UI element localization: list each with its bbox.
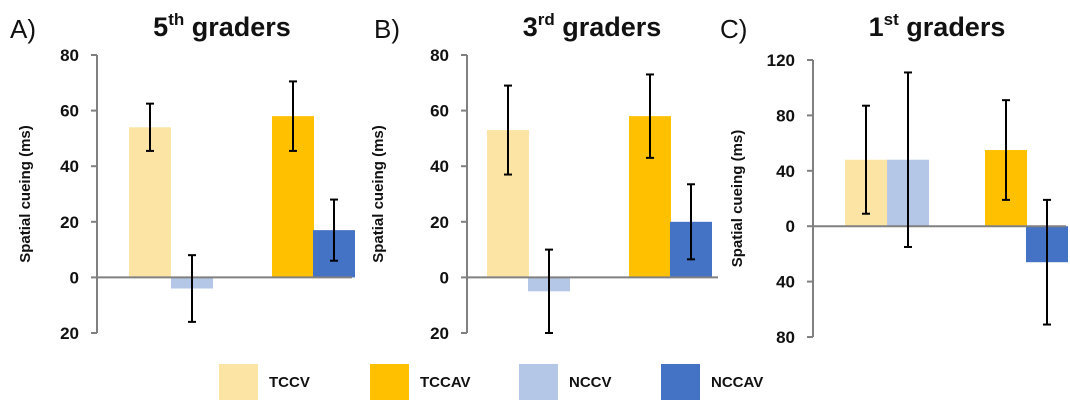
y-tick-label: 80 <box>776 106 795 125</box>
panel-title: 5th graders <box>153 10 291 42</box>
y-tick-label: 40 <box>776 273 795 292</box>
y-tick-label: 20 <box>60 324 79 343</box>
error-bar-tccv <box>504 84 512 176</box>
y-tick-label: 40 <box>776 162 795 181</box>
title-suffix: rd <box>538 10 555 29</box>
error-bar-tccv <box>146 102 154 152</box>
y-tick-label: 60 <box>430 102 449 121</box>
legend: TCCV TCCAV NCCV NCCAV <box>219 364 763 400</box>
title-text: graders <box>184 12 291 42</box>
error-bar-tccav <box>646 73 654 159</box>
panel-title: 1st graders <box>869 10 1006 42</box>
title-text: graders <box>555 12 662 42</box>
y-tick-label: 20 <box>430 213 449 232</box>
title-suffix: th <box>168 10 184 29</box>
y-tick-label: 60 <box>60 102 79 121</box>
title-number: 3 <box>523 12 538 42</box>
panel-letter: B) <box>374 14 400 44</box>
title-suffix: st <box>884 10 899 29</box>
error-bar-nccv <box>188 254 196 323</box>
error-bar-nccav <box>687 183 695 261</box>
legend-swatch <box>661 364 700 400</box>
legend-item-nccav: NCCAV <box>661 364 763 400</box>
y-tick-label: 80 <box>430 46 449 65</box>
y-tick-label: 0 <box>440 268 449 287</box>
bar-tccv <box>129 127 171 278</box>
title-number: 1 <box>869 12 884 42</box>
y-tick-label: 20 <box>430 324 449 343</box>
error-bar-nccv <box>545 248 553 334</box>
y-axis-label: Spatial cueing (ms) <box>370 125 387 263</box>
y-tick-label: 80 <box>776 328 795 347</box>
panels: A) 5th graders 80 60 40 20 0 20 Spatial cueing (… <box>10 10 1068 347</box>
legend-swatch <box>370 364 409 400</box>
error-bar-nccav <box>1043 198 1051 326</box>
chart-panel-b: B) 3rd graders 80 60 40 20 0 20 Spatial cueing (… <box>370 10 718 343</box>
legend-swatch <box>219 364 258 400</box>
legend-label: NCCV <box>569 374 612 391</box>
panel-title: 3rd graders <box>523 10 662 42</box>
y-tick-label: 120 <box>767 51 795 70</box>
y-axis-label: Spatial cueing (ms) <box>729 130 746 268</box>
legend-item-tccv: TCCV <box>219 364 310 400</box>
error-bar-tccv <box>862 104 870 215</box>
y-tick-label: 0 <box>70 268 79 287</box>
title-text: graders <box>899 12 1006 42</box>
legend-item-tccav: TCCAV <box>370 364 471 400</box>
y-tick-label: 20 <box>60 213 79 232</box>
error-bar-nccav <box>330 198 338 262</box>
chart-panel-c: C) 1st graders 120 80 40 0 40 80 Spatial cueing … <box>720 10 1068 347</box>
legend-swatch <box>519 364 558 400</box>
panel-letter: C) <box>720 14 747 44</box>
y-tick-label: 80 <box>60 46 79 65</box>
legend-label: TCCAV <box>420 374 471 391</box>
panel-letter: A) <box>10 14 36 44</box>
y-tick-label: 0 <box>786 217 795 236</box>
title-number: 5 <box>153 12 168 42</box>
y-axis-label: Spatial cueing (ms) <box>17 125 34 263</box>
legend-label: NCCAV <box>711 374 763 391</box>
error-bar-tccav <box>1002 99 1010 201</box>
legend-item-nccv: NCCV <box>519 364 612 400</box>
error-bar-tccav <box>289 80 297 152</box>
chart-panel-a: A) 5th graders 80 60 40 20 0 20 Spatial cueing (… <box>10 10 355 343</box>
y-tick-label: 40 <box>430 157 449 176</box>
error-bar-nccv <box>904 71 912 248</box>
legend-label: TCCV <box>269 374 310 391</box>
y-tick-label: 40 <box>60 157 79 176</box>
